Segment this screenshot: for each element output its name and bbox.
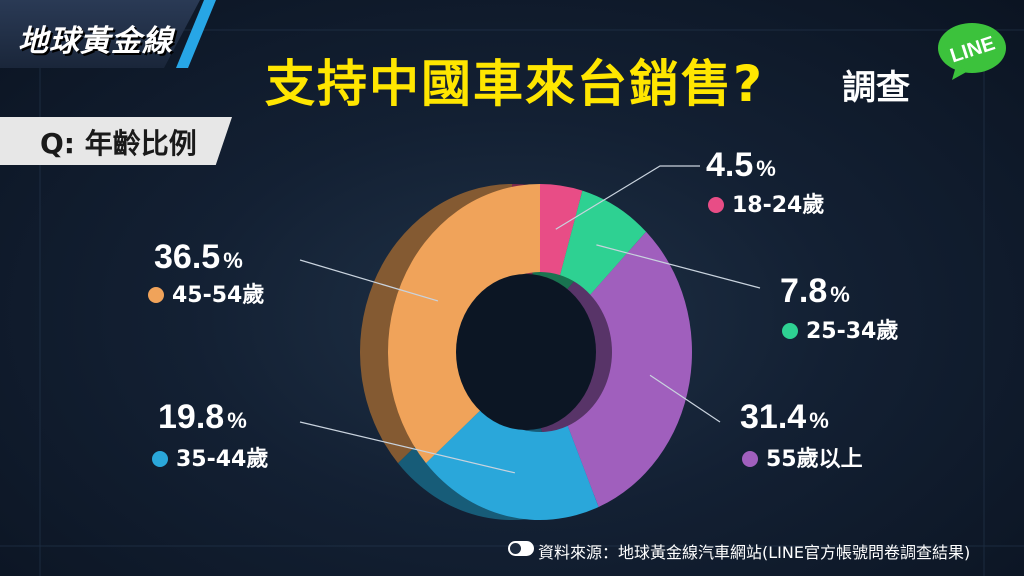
legend-dot [742, 451, 758, 467]
page-title: 支持中國車來台銷售? [265, 55, 765, 113]
slice-category-label: 25-34歲 [806, 319, 898, 344]
legend-dot [782, 323, 798, 339]
legend-dot [152, 451, 168, 467]
pie-slice [425, 404, 599, 520]
legend-dot [148, 287, 164, 303]
slice-value-label: 36.5% [154, 238, 243, 276]
leader-line [299, 259, 439, 302]
slice-value-label: 4.5% [706, 146, 776, 184]
slice-category-label: 55歲以上 [766, 447, 863, 472]
slice-value-label: 7.8% [780, 272, 850, 310]
donut-hole [456, 274, 596, 430]
slice-category-label: 45-54歲 [172, 283, 264, 308]
legend-dot [708, 197, 724, 213]
leader-line [299, 421, 516, 474]
slice-value-label: 19.8% [158, 398, 247, 436]
slice-value-label: 31.4% [740, 398, 829, 436]
pie-slice [567, 231, 692, 508]
pie-slice [540, 184, 583, 276]
question-tag [0, 117, 232, 165]
page-title-suffix: 調查 [842, 68, 910, 108]
toggle-icon [508, 541, 534, 556]
question-label: Q: 年齡比例 [40, 127, 197, 160]
leader-line [649, 374, 721, 423]
leader-line [596, 244, 761, 289]
pie-slice [560, 190, 647, 295]
slice-category-label: 35-44歲 [176, 447, 268, 472]
source-note: 資料來源：地球黃金線汽車網站(LINE官方帳號問卷調查結果) [538, 543, 971, 562]
slice-category-label: 18-24歲 [732, 193, 824, 218]
line-logo-icon: LINE [938, 23, 1006, 80]
logo-panel [0, 0, 200, 68]
leader-line [555, 165, 700, 230]
logo-text: 地球黃金線 [18, 24, 173, 59]
